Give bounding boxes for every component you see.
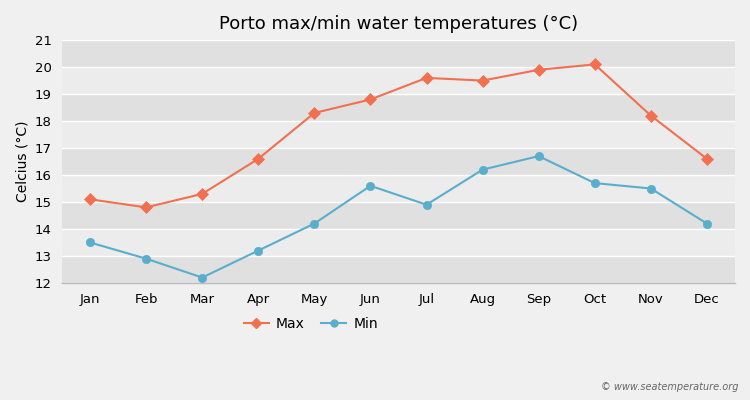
Bar [62,121,735,148]
Bar [62,202,735,229]
Max [254,156,262,161]
Title: Porto max/min water temperatures (°C): Porto max/min water temperatures (°C) [219,15,578,33]
Legend: Max, Min: Max, Min [238,312,383,337]
Min [310,221,319,226]
Bar [62,148,735,175]
Max [478,78,487,83]
Max [86,197,94,202]
Max [198,192,207,196]
Text: © www.seatemperature.org: © www.seatemperature.org [602,382,739,392]
Min [703,221,712,226]
Bar [62,175,735,202]
Max [422,76,431,80]
Bar [62,229,735,256]
Min [590,181,599,186]
Bar [62,67,735,94]
Min [198,275,207,280]
Line: Min: Min [86,152,711,282]
Max [310,110,319,115]
Min [422,202,431,207]
Line: Max: Max [86,60,711,212]
Min [366,184,375,188]
Max [366,97,375,102]
Bar [62,256,735,283]
Max [590,62,599,67]
Min [86,240,94,245]
Max [703,156,712,161]
Min [142,256,151,261]
Min [646,186,656,191]
Min [478,167,487,172]
Min [254,248,262,253]
Max [142,205,151,210]
Y-axis label: Celcius (°C): Celcius (°C) [15,121,29,202]
Max [646,113,656,118]
Min [534,154,543,158]
Bar [62,94,735,121]
Max [534,67,543,72]
Bar [62,40,735,67]
